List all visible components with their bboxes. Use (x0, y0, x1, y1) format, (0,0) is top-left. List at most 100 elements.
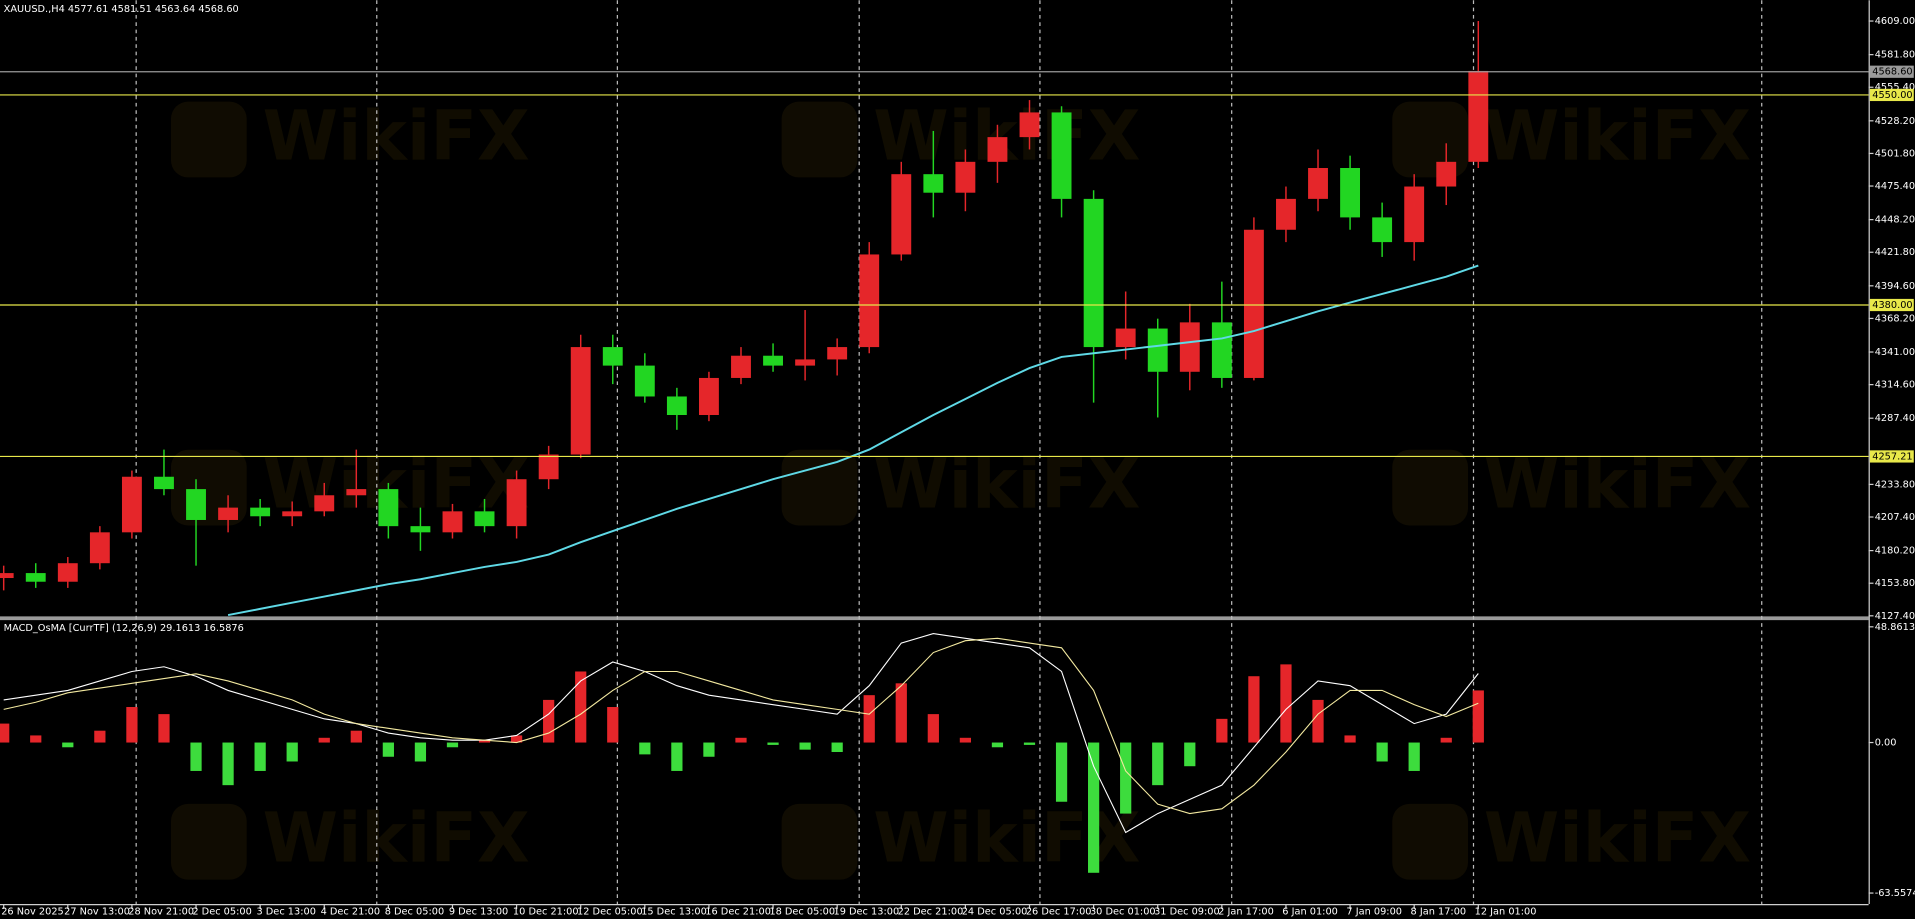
candle-body (763, 355, 783, 366)
x-tick-label: 8 Dec 05:00 (385, 906, 444, 917)
osma-bar (927, 714, 939, 743)
y-tick-label: 4368.20 (1875, 313, 1915, 324)
osma-bar (671, 742, 683, 771)
osma-bar (895, 683, 907, 743)
x-tick-label: 12 Jan 01:00 (1475, 906, 1537, 917)
x-tick-label: 26 Nov 2025 (1, 906, 64, 917)
candle-body (89, 532, 110, 564)
x-tick-label: 12 Dec 05:00 (577, 906, 643, 917)
watermark-logo (170, 101, 247, 178)
x-tick-label: 16 Dec 21:00 (705, 906, 771, 917)
candle-body (410, 526, 431, 533)
osma-bar (959, 737, 972, 743)
osma-bar (94, 730, 106, 743)
osma-bar (1376, 742, 1388, 762)
osma-bar (30, 735, 42, 743)
candle-body (346, 489, 367, 496)
osma-bar (863, 695, 875, 743)
osma-bar (735, 737, 747, 743)
candle-body (154, 476, 174, 490)
y-tick-label: 0.00 (1875, 738, 1897, 749)
osma-bar (446, 742, 459, 748)
candle-body (859, 254, 880, 348)
x-tick-label: 22 Dec 21:00 (898, 906, 964, 917)
y-tick-label: 4448.20 (1875, 215, 1915, 226)
candle-body (1372, 217, 1393, 243)
osma-bar (767, 742, 779, 745)
watermark: WikiFX (1484, 800, 1751, 879)
osma-bar (1088, 742, 1100, 873)
osma-bar (1120, 742, 1132, 814)
x-tick-label: 15 Dec 13:00 (641, 906, 707, 917)
y-tick-label: 4421.80 (1875, 247, 1915, 258)
candle-body (827, 347, 848, 360)
candle-body (795, 359, 816, 366)
y-tick-label: 4180.20 (1875, 546, 1915, 557)
candle-body (1083, 198, 1104, 348)
candle-body (218, 507, 239, 520)
y-tick-label: 4394.60 (1875, 281, 1915, 292)
y-tick-label: 4314.60 (1875, 380, 1915, 391)
macd-line (3, 633, 1479, 834)
x-tick-label: 28 Nov 21:00 (128, 906, 194, 917)
candle-body (1211, 322, 1232, 378)
candle-body (602, 347, 623, 366)
candle-body (923, 174, 944, 193)
osma-bar (639, 742, 651, 755)
watermark: WikiFX (873, 800, 1140, 879)
candle-body (314, 495, 335, 512)
candle-body (1115, 328, 1136, 348)
osma-bar (350, 730, 362, 743)
watermark: WikiFX (1484, 97, 1751, 176)
candle-body (570, 347, 591, 455)
y-tick-label: 4501.80 (1875, 148, 1915, 159)
candle-body (378, 489, 399, 527)
y-tick-label: -63.5574 (1875, 888, 1915, 899)
osma-bar (831, 742, 843, 753)
osma-bar (414, 742, 427, 762)
candle-body (1308, 168, 1328, 199)
osma-bar (62, 742, 74, 748)
osma-bar (703, 742, 715, 757)
watermark: WikiFX (873, 445, 1140, 524)
watermark: WikiFX (263, 97, 530, 176)
osma-bar (158, 714, 170, 743)
candle-body (1019, 112, 1040, 138)
candle-body (698, 377, 719, 416)
candle-body (987, 137, 1008, 162)
osma-bar (1023, 742, 1036, 745)
price-level-tag (1869, 88, 1914, 102)
x-tick-label: 3 Dec 13:00 (256, 906, 315, 917)
symbol-header: XAUUSD.,H4 4577.61 4581.51 4563.64 4568.… (4, 4, 239, 15)
x-tick-label: 19 Dec 13:00 (833, 906, 899, 917)
watermark: WikiFX (1484, 445, 1751, 524)
osma-bar (1184, 742, 1196, 767)
osma-bar (1408, 742, 1420, 771)
candle-body (0, 573, 14, 579)
candle-body (1404, 186, 1425, 243)
watermark: WikiFX (873, 97, 1140, 176)
y-tick-label: 4581.80 (1875, 50, 1915, 61)
osma-bar (254, 742, 266, 771)
watermark-logo (170, 803, 247, 880)
candle-body (282, 511, 303, 517)
indicator-header: MACD_OsMA [CurrTF] (12,26,9) 29.1613 16.… (4, 623, 244, 634)
candle-body (1468, 70, 1489, 162)
x-tick-label: 18 Dec 05:00 (769, 906, 835, 917)
x-tick-label: 10 Dec 21:00 (513, 906, 579, 917)
x-tick-label: 2 Dec 05:00 (192, 906, 251, 917)
osma-bar (1344, 735, 1356, 743)
price-level-label: 4257.21 (1872, 451, 1912, 462)
candle-body (250, 507, 271, 517)
x-tick-label: 6 Jan 01:00 (1282, 906, 1338, 917)
candle-body (186, 489, 206, 520)
osma-bar (222, 742, 234, 786)
candle-body (955, 161, 976, 193)
osma-bar (575, 671, 587, 743)
osma-bar (126, 707, 138, 743)
osma-bar (190, 742, 202, 771)
y-tick-label: 4528.20 (1875, 116, 1915, 127)
price-level-label: 4568.60 (1872, 67, 1912, 78)
